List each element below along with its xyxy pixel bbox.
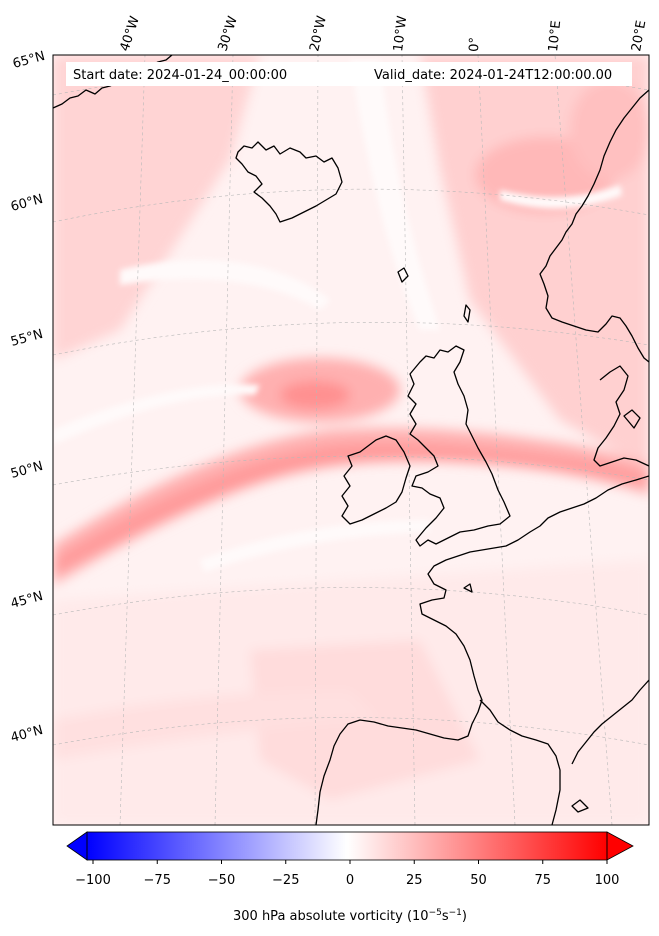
colorbar-tick-label: −50 xyxy=(208,873,235,888)
colorbar: −100 −75 −50 −25 0 25 50 75 100 300 hPa absolute… xyxy=(66,831,634,924)
colorbar-gradient xyxy=(87,832,607,860)
colorbar-tick-label: 50 xyxy=(470,873,487,888)
vorticity-field xyxy=(53,55,649,825)
lon-label: 0° xyxy=(467,37,483,52)
start-date-label: Start date: 2024-01-24_00:00:00 xyxy=(73,68,287,83)
colorbar-tick-label: 25 xyxy=(406,873,423,888)
lon-label: 20°E xyxy=(629,19,649,52)
lat-label: 40°N xyxy=(9,723,45,746)
colorbar-tick-label: −100 xyxy=(75,873,111,888)
denmark-coast xyxy=(593,365,649,467)
map-panel xyxy=(53,55,649,825)
colorbar-tick-label: 75 xyxy=(534,873,551,888)
map-frame xyxy=(52,54,650,826)
colorbar-min-extend xyxy=(66,831,88,861)
colorbar-tick-label: −75 xyxy=(144,873,171,888)
latitude-labels: 65°N 60°N 55°N 50°N 45°N 40°N xyxy=(9,49,47,746)
colorbar-frame xyxy=(86,831,608,861)
colorbar-tick-label: 0 xyxy=(346,873,354,888)
lat-label: 60°N xyxy=(9,192,45,215)
norway-coast xyxy=(539,89,649,363)
longitude-labels: 40°W 30°W 20°W 10°W 0° 10°E 20°E xyxy=(118,14,650,53)
lat-label: 65°N xyxy=(11,49,47,72)
lat-label: 50°N xyxy=(9,459,45,482)
colorbar-ticks: −100 −75 −50 −25 0 25 50 75 100 xyxy=(75,860,619,888)
great-britain-coast xyxy=(407,345,511,547)
lon-label: 20°W xyxy=(307,14,330,52)
iceland-coast xyxy=(235,141,343,223)
colorbar-label: 300 hPa absolute vorticity (10−5s−1) xyxy=(233,908,467,924)
lon-label: 30°W xyxy=(216,14,241,53)
lon-label: 40°W xyxy=(118,14,143,53)
lon-label: 10°E xyxy=(546,20,564,53)
ireland-coast xyxy=(341,435,411,525)
valid-date-label: Valid_date: 2024-01-24T12:00:00.00 xyxy=(374,68,612,83)
lat-label: 55°N xyxy=(9,327,45,350)
colorbar-tick-label: 100 xyxy=(595,873,620,888)
colorbar-tick-label: −25 xyxy=(272,873,299,888)
lat-label: 45°N xyxy=(9,589,45,612)
continent-coast xyxy=(315,475,649,825)
lon-label: 10°W xyxy=(391,15,410,53)
header-box xyxy=(66,62,632,86)
colorbar-max-extend xyxy=(606,831,634,861)
vorticity-white-streaks xyxy=(53,60,622,572)
